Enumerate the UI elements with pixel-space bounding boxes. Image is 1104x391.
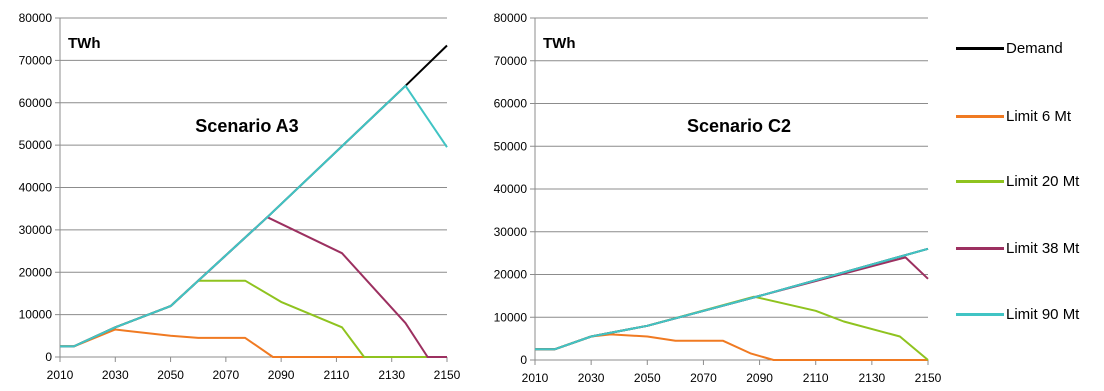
x-tick-label: 2130 bbox=[859, 371, 886, 385]
legend-swatch bbox=[956, 179, 1004, 183]
legend-item-limit-20: Limit 20 Mt bbox=[956, 171, 1079, 191]
legend-swatch bbox=[956, 114, 1004, 118]
y-tick-label: 10000 bbox=[494, 310, 528, 324]
legend-item-limit-6: Limit 6 Mt bbox=[956, 106, 1071, 126]
x-tick-label: 2010 bbox=[47, 368, 74, 382]
x-tick-label: 2130 bbox=[378, 368, 405, 382]
y-tick-label: 30000 bbox=[494, 225, 528, 239]
y-tick-label: 40000 bbox=[494, 182, 528, 196]
series-line-limit-38-mt bbox=[60, 216, 447, 358]
x-tick-label: 2050 bbox=[157, 368, 184, 382]
legend-label: Limit 6 Mt bbox=[1006, 107, 1072, 125]
x-tick-label: 2090 bbox=[268, 368, 295, 382]
series-line-limit-20-mt bbox=[60, 279, 447, 358]
y-tick-label: 50000 bbox=[19, 138, 53, 152]
y-tick-label: 60000 bbox=[494, 97, 528, 111]
y-tick-label: 60000 bbox=[19, 96, 53, 110]
series-line-limit-6-mt bbox=[60, 328, 447, 358]
unit-label: TWh bbox=[68, 35, 100, 52]
chart-scenario-c2: 0 10000 20000 30000 40000 50000 60000 70000 8000… bbox=[494, 11, 942, 385]
series-line-limit-20-mt bbox=[535, 295, 929, 361]
y-tick-label: 20000 bbox=[19, 265, 53, 279]
legend-label: Demand bbox=[1006, 39, 1063, 57]
y-tick-label: 0 bbox=[45, 350, 52, 364]
y-tick-label: 10000 bbox=[19, 308, 53, 322]
x-tick-label: 2110 bbox=[324, 368, 350, 382]
series-line-limit-90-mt bbox=[60, 84, 448, 348]
series-line-limit-6-mt bbox=[535, 333, 928, 361]
x-tick-label: 2070 bbox=[213, 368, 240, 382]
x-tick-label: 2030 bbox=[102, 368, 129, 382]
y-tick-label: 20000 bbox=[494, 268, 528, 282]
y-tick-label: 0 bbox=[520, 353, 527, 367]
legend-label: Limit 20 Mt bbox=[1006, 172, 1080, 190]
chart-title: Scenario A3 bbox=[195, 116, 298, 136]
y-tick-label: 70000 bbox=[494, 54, 528, 68]
y-tick-label: 40000 bbox=[19, 181, 53, 195]
y-tick-label: 30000 bbox=[19, 223, 53, 237]
chart-scenario-a3: 0 10000 20000 30000 40000 50000 60000 70000 8000… bbox=[19, 11, 461, 382]
legend-label: Limit 90 Mt bbox=[1006, 305, 1080, 323]
x-tick-label: 2150 bbox=[434, 368, 461, 382]
y-tick-label: 80000 bbox=[494, 11, 528, 25]
x-tick-label: 2150 bbox=[915, 371, 942, 385]
chart-title: Scenario C2 bbox=[687, 116, 791, 136]
series-line-demand bbox=[60, 44, 448, 348]
legend-swatch bbox=[956, 46, 1004, 50]
x-tick-label: 2090 bbox=[746, 371, 773, 385]
x-tick-label: 2030 bbox=[578, 371, 605, 385]
legend-swatch bbox=[956, 246, 1004, 250]
y-tick-label: 80000 bbox=[19, 11, 53, 25]
x-tick-label: 2010 bbox=[522, 371, 549, 385]
x-tick-label: 2050 bbox=[634, 371, 661, 385]
x-tick-label: 2110 bbox=[803, 371, 829, 385]
unit-label: TWh bbox=[543, 35, 575, 52]
legend-item-limit-38: Limit 38 Mt bbox=[956, 238, 1079, 258]
legend-item-demand: Demand bbox=[956, 38, 1063, 58]
legend-item-limit-90: Limit 90 Mt bbox=[956, 304, 1079, 324]
legend-label: Limit 38 Mt bbox=[1006, 239, 1080, 257]
legend-swatch bbox=[956, 312, 1004, 316]
y-tick-label: 70000 bbox=[19, 53, 53, 67]
series-line-demand bbox=[535, 247, 929, 351]
series-line-limit-90-mt bbox=[535, 247, 929, 351]
y-tick-label: 50000 bbox=[494, 139, 528, 153]
x-tick-label: 2070 bbox=[690, 371, 717, 385]
